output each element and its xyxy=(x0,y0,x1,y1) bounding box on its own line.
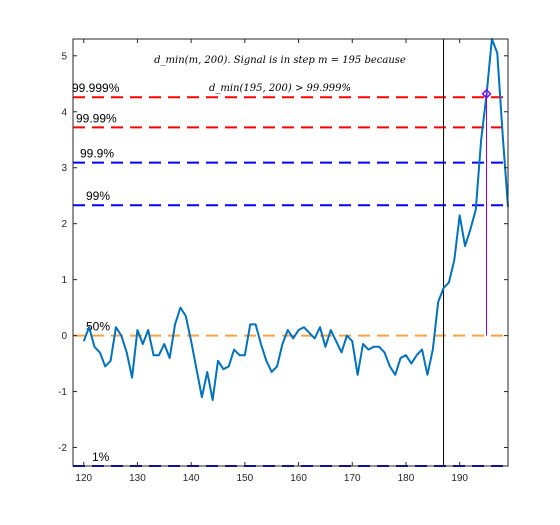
y-tick-label-7: 5 xyxy=(61,51,67,62)
x-tick-label-0: 120 xyxy=(75,473,92,484)
axes-box xyxy=(72,38,509,467)
y-tick-label-5: 3 xyxy=(61,163,67,174)
x-tick-label-2: 140 xyxy=(183,473,200,484)
y-tick-label-6: 4 xyxy=(61,107,67,118)
series-group xyxy=(82,38,509,401)
x-tick-label-1: 130 xyxy=(129,473,146,484)
y-tick-label-2: 0 xyxy=(61,331,67,342)
marker-group xyxy=(481,88,492,336)
plot-area xyxy=(73,39,508,466)
annotation: d_min(m, 200). Signal is in step m = 195… xyxy=(154,55,406,94)
threshold-label-3: 99% xyxy=(86,189,110,203)
y-tick-label-0: -2 xyxy=(58,443,67,454)
threshold-label-1: 99.99% xyxy=(76,111,117,125)
axes: 120 130 140 150 160 170 180 190 -2 -1 0 1 2 3 4 5 xyxy=(58,38,509,484)
threshold-label-4: 50% xyxy=(86,320,110,334)
annotation-line-1: d_min(m, 200). Signal is in step m = 195… xyxy=(154,55,406,66)
x-tick-label-4: 160 xyxy=(290,473,307,484)
annotation-line-2: d_min(195, 200) > 99.999% xyxy=(209,83,351,94)
y-tick-label-3: 1 xyxy=(61,275,67,286)
threshold-label-5: 1% xyxy=(92,450,110,464)
y-tick-label-1: -1 xyxy=(58,387,67,398)
threshold-label-0: 99.999% xyxy=(72,81,120,95)
x-tick-label-3: 150 xyxy=(237,473,254,484)
series-line-0 xyxy=(82,38,509,401)
threshold-label-2: 99.9% xyxy=(80,147,114,161)
marker-point xyxy=(481,88,492,99)
x-tick-label-7: 190 xyxy=(451,473,468,484)
x-tick-label-6: 180 xyxy=(398,473,415,484)
y-tick-label-4: 2 xyxy=(61,219,67,230)
x-tick-label-5: 170 xyxy=(344,473,361,484)
